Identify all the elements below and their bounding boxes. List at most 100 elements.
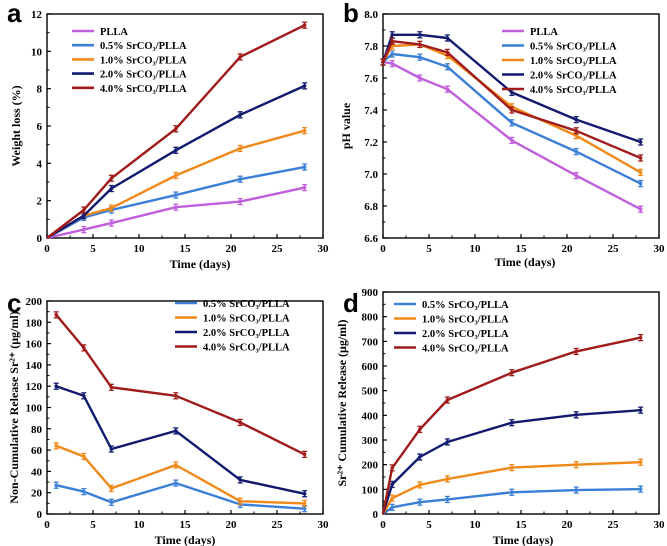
data-point — [510, 121, 514, 125]
data-point — [238, 55, 242, 59]
panel-a: a 0 5 10 15 20 25 30 0 2 4 6 8 10 12 Time (days) Weight … — [7, 0, 329, 271]
legend-label: 0.5% SrCO₃/PLLA — [422, 300, 509, 311]
data-point — [445, 50, 450, 55]
y-axis-title: Weight loss (%) — [9, 85, 23, 166]
data-point — [238, 478, 242, 482]
data-point — [574, 488, 578, 492]
y-tick-label: 7.6 — [364, 73, 378, 85]
series-line — [55, 444, 305, 505]
data-point — [574, 129, 578, 133]
y-tick-label: 200 — [362, 460, 379, 472]
x-tick-label: 25 — [608, 519, 620, 531]
data-point — [302, 506, 307, 511]
x-tick-label: 30 — [654, 243, 666, 255]
data-point — [174, 193, 178, 197]
series-line — [55, 385, 305, 495]
data-point — [381, 60, 385, 64]
legend-label: 1.0% SrCO₃/PLLA — [203, 314, 290, 325]
y-tick-label: 7.0 — [364, 169, 378, 181]
data-point — [82, 489, 86, 494]
legend-label: 4.0% SrCO₃/PLLA — [203, 343, 290, 354]
data-point — [418, 55, 422, 59]
panel-letter: a — [7, 0, 22, 28]
data-point — [638, 408, 643, 412]
data-point — [418, 42, 422, 47]
data-point — [302, 84, 307, 88]
x-tick-label: 20 — [562, 519, 574, 531]
x-axis-title: Time (days) — [495, 255, 556, 269]
data-point — [109, 486, 114, 491]
data-point — [638, 207, 643, 211]
data-point — [574, 117, 578, 122]
y-tick-label: 8.0 — [364, 9, 378, 21]
data-point — [302, 23, 307, 28]
legend-label: 1.0% SrCO₃/PLLA — [422, 315, 509, 326]
series-s20 — [46, 82, 308, 240]
y-axis-title: Sr²⁺ Cumulative Release (μg/ml) — [335, 319, 349, 486]
legend-label: 2.0% SrCO₃/PLLA — [422, 329, 509, 340]
y-tick-label: 0 — [37, 233, 43, 245]
y-tick-label: 600 — [362, 361, 379, 373]
panel-letter: b — [343, 0, 359, 28]
data-point — [510, 420, 514, 425]
y-tick-label: 500 — [362, 386, 379, 398]
y-tick-label: 4 — [37, 158, 43, 170]
data-point — [109, 176, 114, 181]
data-point — [574, 349, 578, 354]
panel-d: d0 5 10 15 20 25 30010020030040050060070080090… — [335, 287, 665, 546]
data-point — [82, 454, 86, 459]
y-tick-label: 800 — [362, 312, 379, 324]
data-point — [510, 90, 514, 95]
series-line — [55, 314, 306, 456]
legend-label: 2.0% SrCO₃/PLLA — [203, 328, 290, 339]
x-tick-label: 15 — [180, 243, 192, 255]
series-line — [46, 165, 305, 240]
data-point — [109, 447, 114, 451]
data-point — [390, 33, 395, 37]
data-point — [174, 393, 178, 398]
data-point — [82, 393, 86, 398]
y-tick-label: 60 — [31, 445, 43, 457]
data-point — [638, 140, 643, 144]
series-line — [55, 481, 305, 510]
x-tick-label: 0 — [44, 519, 50, 531]
x-tick-label: 30 — [654, 519, 666, 531]
legend-label: 0.5% SrCO₃/PLLA — [530, 42, 617, 53]
data-point — [510, 465, 514, 470]
y-axis-title: Non-Cumulative Release Sr²⁺ (μg/ml) — [7, 311, 21, 503]
data-point — [445, 440, 450, 444]
data-point — [638, 181, 643, 186]
y-tick-label: 100 — [26, 403, 43, 415]
data-point — [238, 199, 242, 204]
x-tick-label: 30 — [318, 243, 330, 255]
panel-c: c 0 5 10 15 20 25 30 0 20 40 60 80 100 120 140 160 180 200… — [7, 288, 329, 546]
data-point — [302, 165, 307, 169]
y-tick-label: 6.6 — [364, 233, 378, 245]
x-tick-label: 10 — [134, 519, 146, 531]
panel-b: b 0 5 10 15 20 25 30 6.6 6.8 7.0 7.2 7.4 7.6 7.8 8.0 Tim… — [339, 0, 665, 269]
series-s05 — [53, 479, 308, 513]
data-point — [445, 87, 450, 91]
data-point — [302, 452, 307, 457]
data-point — [418, 483, 422, 487]
data-point — [174, 463, 178, 467]
data-point — [418, 427, 422, 432]
x-tick-label: 15 — [516, 519, 528, 531]
series-s05 — [382, 485, 644, 515]
x-tick-label: 25 — [272, 243, 284, 255]
series-s40 — [46, 21, 308, 239]
y-tick-label: 2 — [37, 196, 43, 208]
data-point — [390, 61, 395, 66]
data-point — [574, 413, 578, 417]
legend-label: 4.0% SrCO₃/PLLA — [422, 344, 509, 355]
data-point — [445, 477, 450, 481]
series-s10 — [53, 442, 308, 508]
data-point — [82, 213, 86, 218]
data-point — [574, 462, 578, 467]
data-point — [445, 398, 450, 402]
series-line — [46, 84, 306, 240]
data-point — [82, 227, 86, 232]
data-point — [418, 76, 422, 80]
data-point — [302, 491, 307, 496]
